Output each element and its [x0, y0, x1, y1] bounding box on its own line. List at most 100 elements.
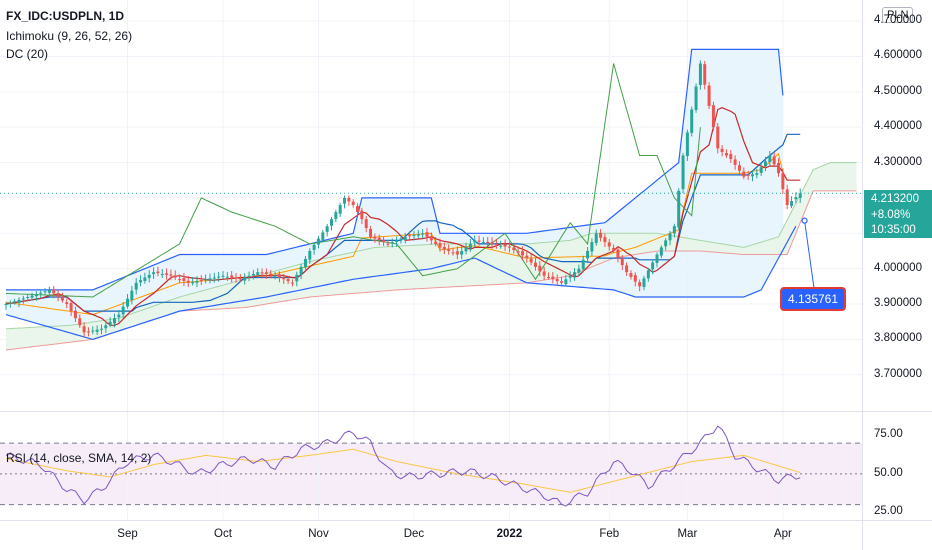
price-tick-label: 4.300000 [874, 155, 922, 168]
candle-body [455, 251, 459, 255]
candle-body [247, 275, 251, 277]
time-axis-separator [0, 520, 932, 521]
candle-body [325, 226, 329, 232]
candle-body [607, 242, 611, 247]
candle-body [230, 275, 234, 278]
candle-body [473, 240, 477, 243]
candle-body [520, 251, 524, 256]
candle-body [590, 242, 594, 252]
candle-body [594, 233, 598, 244]
current-price-label: 4.213200 +8.08% 10:35:00 [864, 190, 932, 238]
candle-body [564, 279, 568, 285]
candle-body [269, 273, 273, 275]
candle-body [646, 270, 650, 279]
rsi-tick-label: 75.00 [874, 428, 903, 441]
candle-body [191, 281, 195, 284]
candle-body [126, 298, 130, 307]
candle-body [681, 155, 685, 190]
candle-body [256, 272, 260, 275]
price-callout-label[interactable]: 4.135761 [780, 287, 846, 311]
symbol-legend[interactable]: FX_IDC:USDPLN, 1D [6, 9, 125, 23]
candle-body [299, 266, 303, 275]
price-tick-label: 4.500000 [874, 84, 922, 97]
candle-body [794, 197, 798, 200]
candle-body [377, 237, 381, 241]
conversion-line [5, 107, 801, 326]
pane-separator[interactable] [0, 411, 932, 412]
candle-body [612, 247, 616, 251]
candle-body [330, 219, 333, 226]
time-tick-label: Nov [308, 528, 329, 540]
candle-body [143, 277, 147, 281]
candle-body [343, 197, 347, 204]
candle-body [117, 314, 121, 318]
bar-countdown: 10:35:00 [871, 224, 916, 236]
candle-body [408, 235, 412, 237]
candle-body [56, 293, 60, 297]
candle-body [273, 275, 277, 277]
candle-body [729, 153, 733, 160]
candle-body [421, 233, 425, 235]
candle-body [264, 272, 268, 274]
candle-body [668, 233, 672, 241]
candle-body [212, 277, 216, 279]
candle-body [243, 277, 247, 281]
lagging-span-line [5, 63, 701, 298]
candle-body [768, 155, 772, 163]
candle-body [777, 163, 781, 174]
candle-body [616, 249, 620, 259]
candle-body [438, 243, 442, 248]
candle-body [99, 328, 103, 330]
rsi-line [5, 425, 801, 507]
candle-body [386, 243, 390, 245]
rsi-legend[interactable]: RSI (14, close, SMA, 14, 2) [6, 451, 152, 465]
price-tick-label: 3.900000 [874, 297, 922, 310]
candle-body [403, 236, 407, 240]
candle-body [152, 272, 156, 275]
candle-body [225, 276, 229, 278]
price-axis-separator [862, 0, 863, 550]
callout-marker [801, 217, 808, 224]
candle-body [121, 306, 125, 315]
candle-body [538, 265, 542, 272]
candle-body [26, 296, 30, 298]
candle-body [451, 252, 455, 254]
candle-body [568, 275, 572, 278]
candle-body [277, 274, 281, 278]
ichimoku-cloud [6, 162, 857, 350]
time-tick-label: Oct [214, 528, 232, 540]
candle-body [442, 247, 446, 250]
candle-body [586, 250, 590, 259]
candle-body [685, 132, 689, 157]
candle-body [468, 243, 472, 249]
candle-body [295, 274, 299, 282]
currency-badge[interactable]: PLN [882, 7, 914, 23]
candle-body [707, 85, 711, 106]
candle-body [182, 278, 186, 282]
candle-body [47, 289, 51, 293]
candle-body [620, 258, 624, 266]
rsi-ma-line [5, 448, 801, 493]
ichimoku-legend[interactable]: Ichimoku (9, 26, 52, 26) [6, 29, 133, 43]
time-tick-label: Mar [677, 528, 698, 540]
candle-body [316, 238, 320, 245]
candle-body [429, 236, 433, 241]
candle-body [486, 241, 490, 244]
candle-body [672, 226, 676, 234]
time-tick-label: Sep [117, 528, 138, 540]
donchian-legend[interactable]: DC (20) [6, 47, 49, 61]
candle-body [690, 109, 694, 133]
candle-body [208, 278, 212, 281]
candle-body [290, 282, 294, 284]
candle-body [34, 294, 38, 297]
candle-body [234, 277, 238, 279]
candle-body [30, 295, 34, 298]
candle-body [542, 271, 546, 276]
candle-body [169, 274, 173, 276]
candle-body [659, 247, 663, 256]
price-tick-label: 4.600000 [874, 49, 922, 62]
candle-body [312, 244, 316, 250]
candle-body [720, 148, 724, 152]
candle-body [764, 161, 767, 167]
